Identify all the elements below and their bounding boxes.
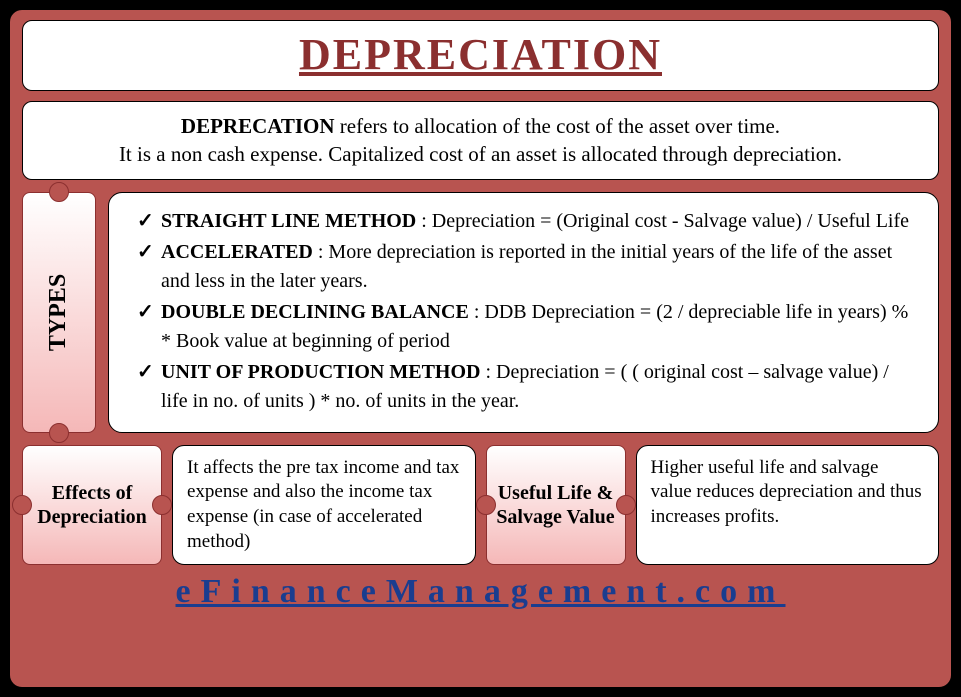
list-item: STRAIGHT LINE METHOD : Depreciation = (O… [133, 207, 914, 236]
effects-label-ticket: Effects of Depreciation [22, 445, 162, 566]
types-content: STRAIGHT LINE METHOD : Depreciation = (O… [108, 192, 939, 433]
bottom-row: Effects of Depreciation It affects the p… [22, 445, 939, 566]
types-label-ticket: TYPES [22, 192, 96, 433]
useful-life-label: Useful Life & Salvage Value [493, 481, 619, 529]
effects-label: Effects of Depreciation [29, 481, 155, 529]
list-item: UNIT OF PRODUCTION METHOD : Depreciation… [133, 358, 914, 416]
main-title: DEPRECIATION [23, 29, 938, 80]
useful-life-label-ticket: Useful Life & Salvage Value [486, 445, 626, 566]
ticket-notch-icon [616, 495, 636, 515]
definition-box: DEPRECATION refers to allocation of the … [22, 101, 939, 180]
ticket-notch-icon [49, 182, 69, 202]
title-box: DEPRECIATION [22, 20, 939, 91]
ticket-notch-icon [12, 495, 32, 515]
effects-content: It affects the pre tax income and tax ex… [172, 445, 476, 566]
list-item: DOUBLE DECLINING BALANCE : DDB Depreciat… [133, 298, 914, 356]
ticket-notch-icon [152, 495, 172, 515]
ticket-notch-icon [476, 495, 496, 515]
useful-life-content: Higher useful life and salvage value red… [636, 445, 940, 566]
types-row: TYPES STRAIGHT LINE METHOD : Depreciatio… [22, 192, 939, 433]
definition-line2: It is a non cash expense. Capitalized co… [119, 142, 842, 166]
types-list: STRAIGHT LINE METHOD : Depreciation = (O… [133, 207, 914, 416]
infographic-panel: DEPRECIATION DEPRECATION refers to alloc… [8, 8, 953, 689]
types-label: TYPES [46, 274, 73, 351]
ticket-notch-icon [49, 423, 69, 443]
footer-link[interactable]: eFinanceManagement.com [22, 573, 939, 611]
definition-lead: DEPRECATION [181, 114, 335, 138]
list-item: ACCELERATED : More depreciation is repor… [133, 238, 914, 296]
definition-line1: refers to allocation of the cost of the … [335, 114, 781, 138]
